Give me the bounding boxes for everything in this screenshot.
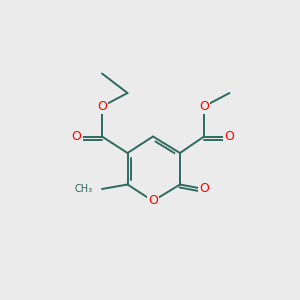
Text: CH₃: CH₃: [75, 184, 93, 194]
Text: O: O: [72, 130, 81, 143]
Text: O: O: [148, 194, 158, 208]
Text: O: O: [199, 182, 209, 196]
Text: O: O: [225, 130, 234, 143]
Text: O: O: [97, 100, 107, 113]
Text: O: O: [199, 100, 209, 113]
